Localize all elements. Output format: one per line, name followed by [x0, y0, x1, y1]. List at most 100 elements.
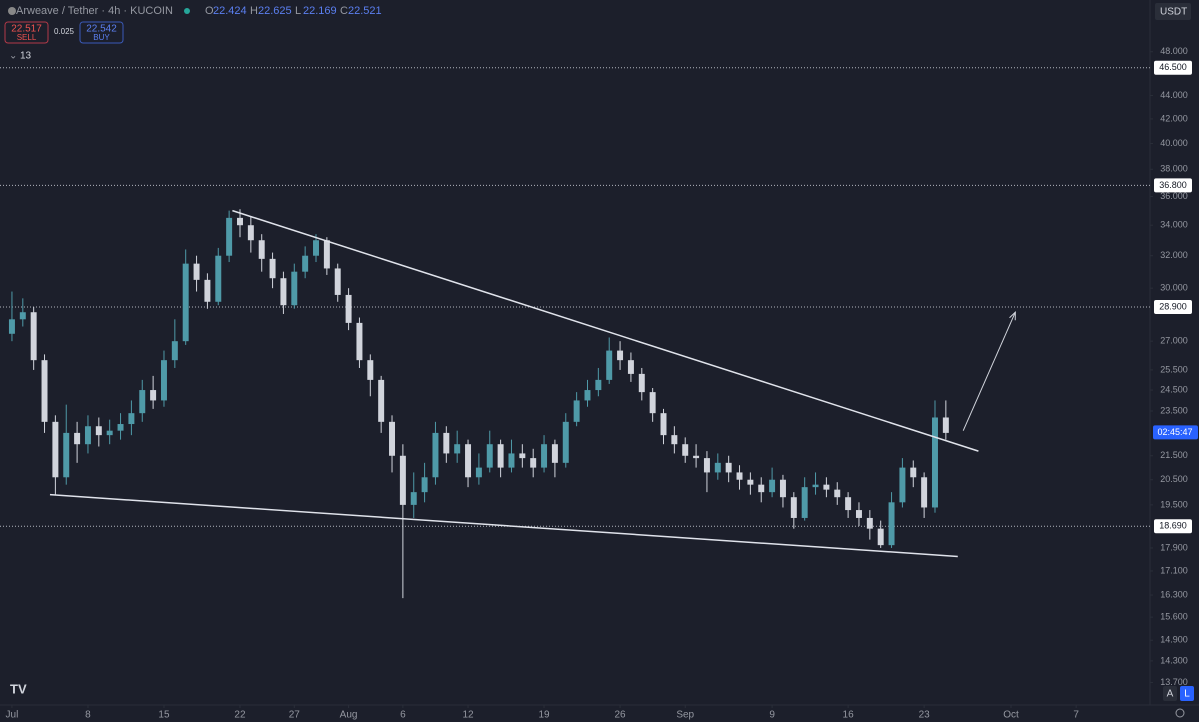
- log-label: L: [1184, 689, 1190, 700]
- candle-body: [139, 390, 146, 414]
- y-tick-label: 32.000: [1160, 250, 1188, 260]
- price-label: 46.500: [1159, 62, 1187, 72]
- price-label-box: [1154, 519, 1192, 534]
- candle-body: [193, 263, 200, 280]
- candle-body: [247, 225, 254, 241]
- candle-body: [291, 271, 298, 306]
- x-tick-label: 7: [1073, 710, 1079, 721]
- y-tick-label: 24.500: [1160, 384, 1188, 394]
- settings-icon[interactable]: [1175, 708, 1185, 718]
- candle-body: [334, 268, 341, 295]
- candle-body: [150, 390, 157, 401]
- logo: TV: [10, 681, 27, 696]
- ohlc-key: O: [205, 5, 214, 17]
- log-button[interactable]: [1180, 686, 1194, 701]
- x-tick-label: Sep: [676, 710, 694, 721]
- ohlc-value: 22.521: [348, 5, 382, 17]
- candle-body: [41, 360, 48, 422]
- candle-body: [356, 322, 363, 361]
- x-tick-label: 27: [289, 710, 301, 721]
- x-tick-label: 12: [462, 710, 474, 721]
- price-label-box: [1154, 60, 1192, 75]
- y-tick-label: 36.000: [1160, 191, 1188, 201]
- candle-body: [95, 426, 102, 436]
- indicator-toggle[interactable]: ⌄: [9, 51, 17, 62]
- y-tick-label: 20.500: [1160, 474, 1188, 484]
- candle-body: [779, 479, 786, 498]
- candle-body: [931, 417, 938, 508]
- candle-body: [855, 510, 862, 518]
- buy-button[interactable]: [79, 21, 124, 44]
- candle-body: [736, 472, 743, 480]
- ohlc-value: 22.424: [213, 5, 247, 17]
- candle-body: [237, 217, 243, 226]
- x-tick-label: 9: [769, 710, 775, 721]
- countdown-box: [1153, 425, 1198, 440]
- candle-body: [910, 467, 917, 478]
- candle-body: [530, 458, 537, 468]
- candle-body: [128, 413, 135, 425]
- candle-body: [421, 477, 428, 493]
- candle-body: [573, 400, 580, 422]
- y-tick-label: 23.500: [1160, 405, 1188, 415]
- sell-button[interactable]: [4, 21, 49, 44]
- candle-body: [606, 350, 613, 380]
- currency-box[interactable]: [1155, 3, 1191, 20]
- y-tick-label: 15.600: [1160, 612, 1188, 622]
- x-tick-label: 19: [538, 710, 550, 721]
- auto-button[interactable]: [1163, 686, 1177, 701]
- x-tick-label: 26: [615, 710, 627, 721]
- candle-body: [660, 413, 667, 436]
- candle-body: [627, 360, 634, 374]
- buy-label: BUY: [93, 33, 110, 42]
- candle-body: [74, 432, 81, 445]
- ohlc-key: C: [340, 5, 348, 17]
- x-tick-label: Aug: [340, 710, 358, 721]
- ohlc-key: L: [295, 5, 301, 17]
- candle-body: [465, 444, 472, 478]
- candle-body: [410, 492, 417, 505]
- indicator-count: 13: [20, 51, 32, 62]
- y-tick-label: 44.000: [1160, 90, 1188, 100]
- candle-body: [812, 484, 819, 488]
- price-label: 28.900: [1159, 301, 1187, 311]
- candle-body: [280, 278, 287, 306]
- y-tick-label: 30.000: [1160, 283, 1188, 293]
- price-label: 36.800: [1159, 180, 1187, 190]
- arrow: [962, 312, 1016, 431]
- arrow-head: [1009, 311, 1016, 321]
- trendline: [49, 493, 958, 558]
- ohlc-value: 22.169: [303, 5, 337, 17]
- candle-body: [117, 424, 124, 431]
- candle-body: [378, 379, 385, 422]
- ohlc-value: 22.625: [258, 5, 292, 17]
- candle-body: [942, 417, 949, 433]
- candle-body: [866, 517, 873, 529]
- candle-body: [508, 453, 515, 468]
- candle-body: [519, 453, 526, 459]
- candle-body: [182, 263, 189, 342]
- y-tick-label: 25.500: [1160, 364, 1188, 374]
- candle-body: [160, 360, 167, 401]
- symbol-icon: [8, 7, 16, 15]
- candle-body: [801, 487, 808, 518]
- buy-price: 22.542: [86, 24, 117, 35]
- candle-body: [454, 444, 461, 454]
- candle-body: [638, 373, 645, 393]
- x-tick-label: Jul: [6, 710, 19, 721]
- candle-body: [497, 444, 504, 468]
- candle-body: [703, 458, 710, 473]
- y-tick-label: 34.000: [1160, 220, 1188, 230]
- candle-body: [725, 462, 732, 473]
- candle-body: [693, 455, 700, 459]
- candle-body: [389, 421, 396, 456]
- y-tick-label: 21.500: [1160, 450, 1188, 460]
- candle-body: [714, 462, 721, 473]
- y-tick-label: 48.000: [1160, 46, 1188, 56]
- y-tick-label: 17.900: [1160, 542, 1188, 552]
- currency: USDT: [1160, 7, 1187, 18]
- x-tick-label: 23: [919, 710, 931, 721]
- candle-body: [649, 392, 656, 414]
